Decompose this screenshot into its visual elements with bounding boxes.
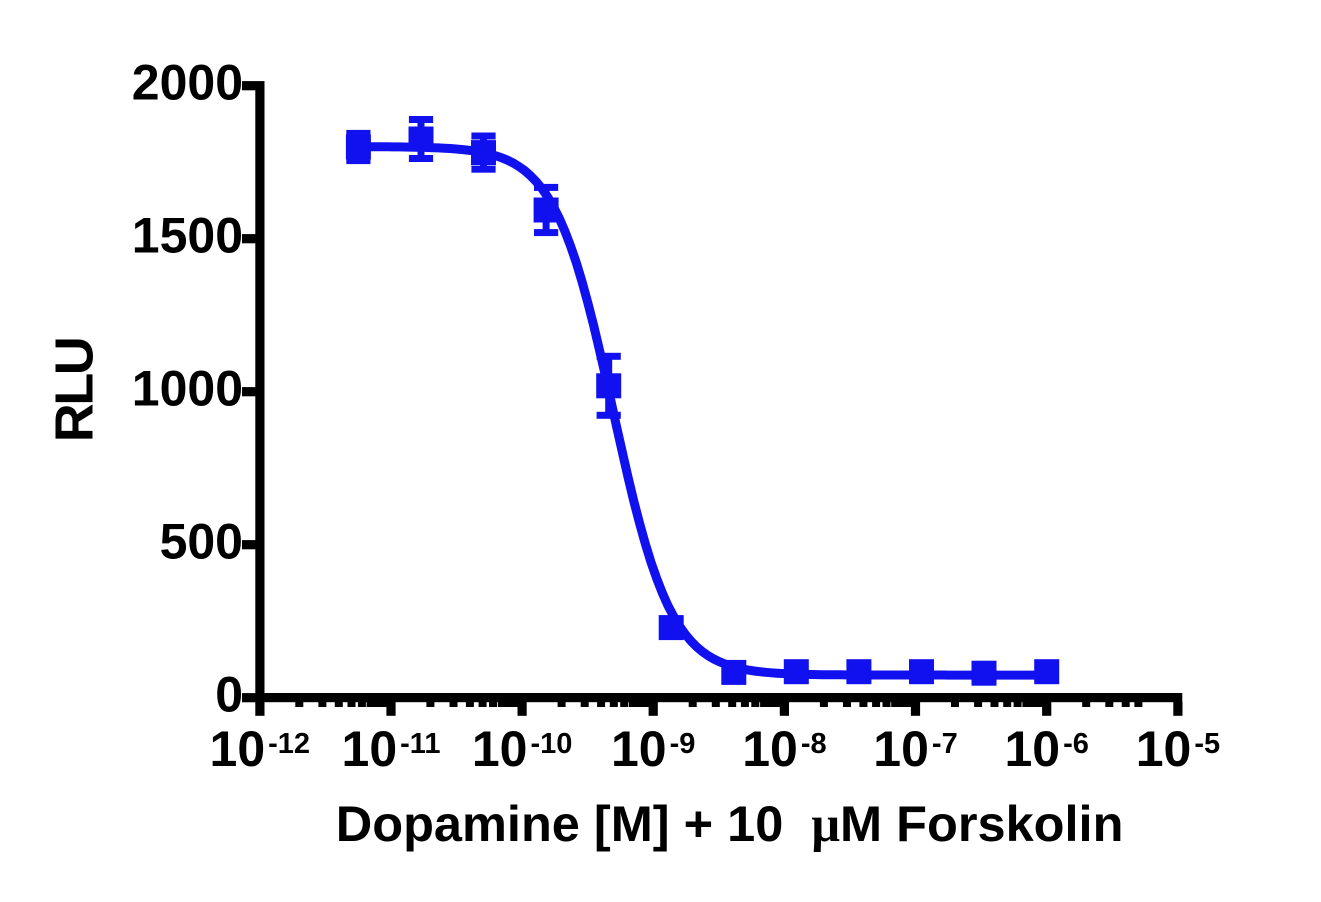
svg-text:0: 0	[215, 667, 243, 723]
svg-text:1000: 1000	[132, 361, 243, 417]
svg-text:500: 500	[160, 514, 243, 570]
svg-text:2000: 2000	[132, 55, 243, 111]
svg-text:1500: 1500	[132, 208, 243, 264]
svg-text:Dopamine [M] + 10 μM Forskoli: Dopamine [M] + 10 μM Forskolin	[336, 795, 1124, 852]
svg-text:RLU: RLU	[45, 339, 105, 442]
